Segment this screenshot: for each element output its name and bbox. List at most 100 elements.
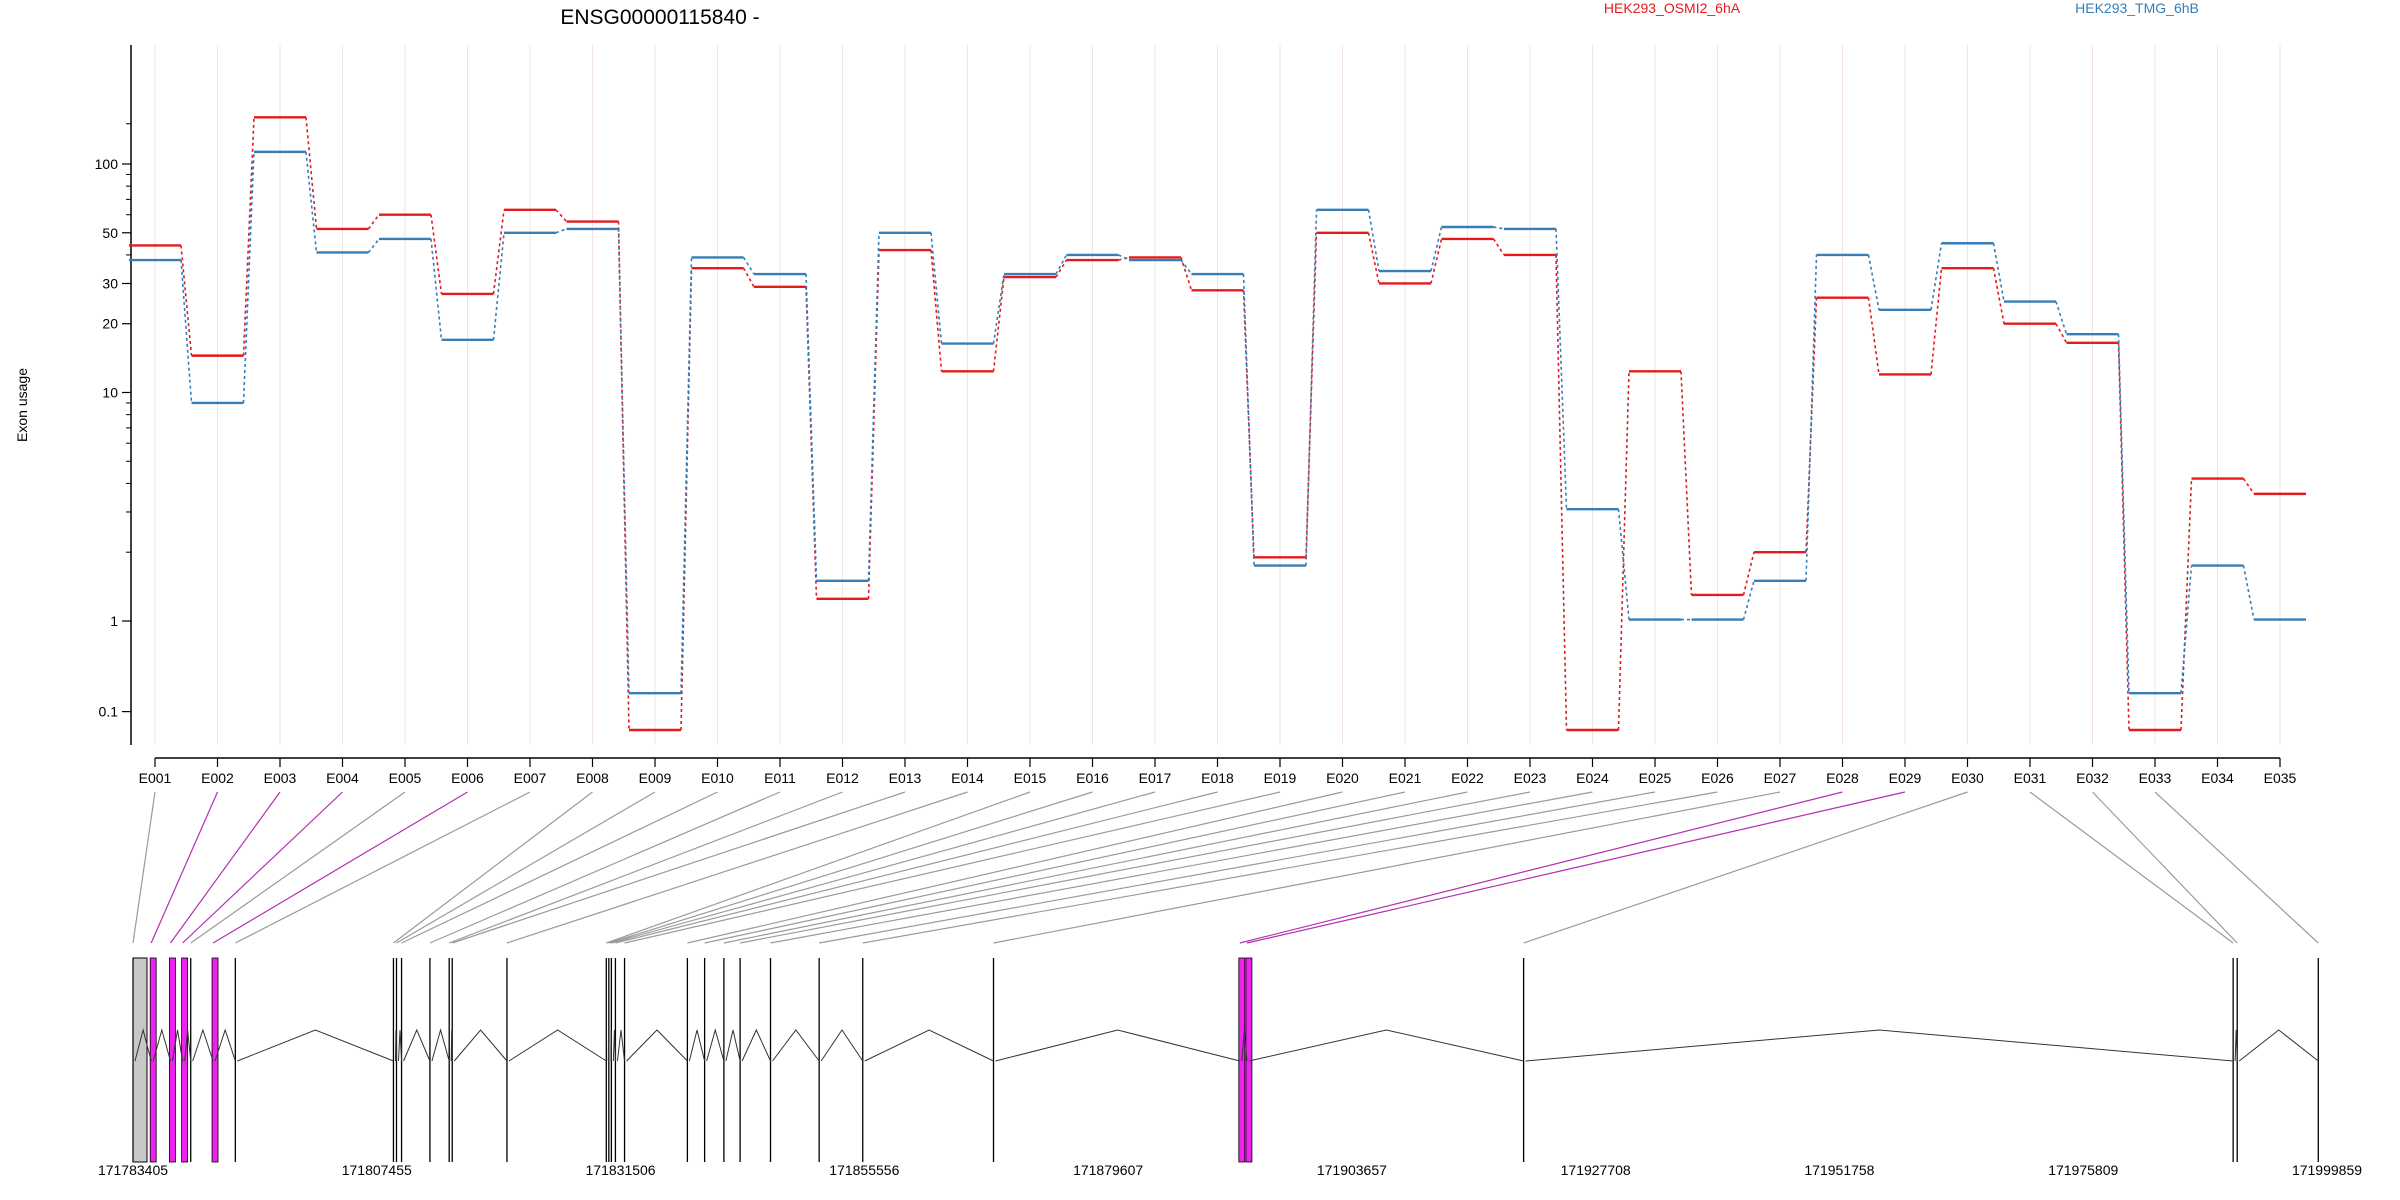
series-1-connector-5 [430, 238, 443, 340]
exon-tick-label-e031: E031 [2014, 770, 2047, 786]
mapping-line-e024 [770, 791, 1593, 944]
exon-tick-label-e034: E034 [2201, 770, 2234, 786]
y-tick-label-4: 30 [102, 275, 118, 291]
exon-tick-label-e005: E005 [389, 770, 422, 786]
mapping-line-e019 [624, 791, 1281, 944]
exon-tick-label-e023: E023 [1514, 770, 1547, 786]
intron-20 [688, 1029, 706, 1062]
mapping-line-e014 [506, 791, 968, 944]
coordinate-label-6: 171927708 [1561, 1162, 1631, 1178]
coordinate-label-3: 171855556 [829, 1162, 899, 1178]
mapping-line-e012 [448, 791, 843, 944]
exon-tick-label-e021: E021 [1389, 770, 1422, 786]
series-1-connector-2 [242, 151, 255, 403]
intron-15 [607, 1029, 610, 1062]
series-0-connector-21 [1430, 238, 1443, 284]
series-1-connector-24 [1617, 509, 1630, 620]
series-1-connector-34 [2242, 565, 2255, 620]
mapping-line-e016 [608, 791, 1093, 944]
y-axis-ticks: 0.1 1 10 20 30 50 100 [95, 156, 131, 720]
intron-28 [1241, 1029, 1248, 1062]
exon-tick-label-e019: E019 [1264, 770, 1297, 786]
series-1-connector-15 [1055, 254, 1068, 275]
exon-tick-label-e003: E003 [264, 770, 297, 786]
intron-30 [1525, 1029, 2234, 1062]
series-0-connector-5 [430, 214, 443, 295]
intron-23 [741, 1028, 771, 1062]
exon-tick-label-e016: E016 [1076, 770, 1109, 786]
page-title: ENSG00000115840 - [560, 6, 759, 29]
x-axis-ticks: E001 E002 E003 E004 E005 E006 E007 E008 E009 E010… [139, 758, 2297, 786]
mapping-line-e010 [401, 791, 718, 944]
series-1-connector-4 [367, 238, 380, 253]
series-0-connector-25 [1680, 371, 1693, 596]
intron-17 [612, 1029, 616, 1062]
exon-tick-label-e009: E009 [639, 770, 672, 786]
series-1-connector-14 [992, 273, 1005, 344]
intron-9 [397, 1029, 403, 1062]
intron-27 [995, 1029, 1240, 1062]
exon-tick-label-e022: E022 [1451, 770, 1484, 786]
y-tick-label-0: 0.1 [99, 704, 119, 720]
mapping-line-e022 [723, 791, 1468, 944]
intron-7 [237, 1029, 394, 1062]
mapping-line-e004 [182, 791, 343, 944]
series-1-connector-3 [305, 151, 318, 253]
mapping-line-e006 [212, 791, 468, 944]
series-1-connector-16 [1118, 254, 1130, 261]
intron-18 [616, 1029, 626, 1062]
series-0-connector-29 [1930, 268, 1943, 375]
series-0-connector-6 [492, 209, 505, 295]
series-0-connector-30 [1992, 268, 2005, 324]
intron-6 [214, 1028, 236, 1062]
y-minor-ticks [126, 123, 131, 553]
mapping-line-e029 [1246, 791, 1906, 944]
intron-4 [184, 1029, 192, 1062]
exon-tick-label-e011: E011 [764, 770, 796, 786]
intron-16 [610, 1029, 612, 1062]
mapping-line-e027 [993, 791, 1781, 944]
intron-2 [152, 1028, 171, 1062]
y-tick-label-3: 20 [102, 316, 118, 332]
series-0-connector-10 [742, 267, 755, 288]
mapping-line-e009 [396, 791, 656, 944]
exon-tick-label-e025: E025 [1639, 770, 1672, 786]
y-tick-label-1: 1 [110, 613, 118, 629]
exon-tick-label-e013: E013 [889, 770, 922, 786]
series-0-connector-22 [1492, 238, 1505, 256]
intron-19 [626, 1029, 688, 1062]
intron-11 [431, 1028, 450, 1062]
series-1 [129, 150, 2306, 695]
series-1-connector-17 [1180, 259, 1193, 275]
series-0-connector-1 [180, 245, 193, 356]
coordinate-label-8: 171975809 [2048, 1162, 2118, 1178]
mapping-line-e008 [393, 791, 593, 944]
intron-22 [725, 1029, 741, 1062]
series-0-connector-15 [1055, 259, 1068, 278]
exon-tick-label-e006: E006 [451, 770, 484, 786]
mapping-line-e026 [862, 791, 1718, 944]
y-tick-label-6: 100 [95, 156, 119, 172]
mapping-line-e003 [169, 791, 281, 944]
intron-29 [1248, 1029, 1524, 1062]
series-1-connector-21 [1430, 226, 1443, 272]
intron-14 [508, 1029, 607, 1062]
exon-tick-label-e012: E012 [826, 770, 859, 786]
series-1-connector-18 [1242, 273, 1255, 566]
series-0-connector-14 [992, 276, 1005, 372]
series-1-connector-19 [1305, 209, 1318, 566]
vertical-gridlines [154, 45, 2281, 745]
exon-tick-label-e001: E001 [139, 770, 172, 786]
series-0-connector-16 [1118, 256, 1130, 261]
series-1-connector-30 [1992, 243, 2005, 302]
y-tick-label-2: 10 [102, 385, 118, 401]
series-0-connector-32 [2117, 342, 2130, 731]
coordinate-label-1: 171807455 [342, 1162, 412, 1178]
intron-21 [706, 1028, 725, 1062]
series-0 [129, 116, 2306, 732]
mapping-line-e005 [190, 791, 406, 944]
mapping-line-e030 [1523, 791, 1968, 944]
mapping-line-e001 [132, 791, 156, 944]
coordinate-label-5: 171903657 [1317, 1162, 1387, 1178]
